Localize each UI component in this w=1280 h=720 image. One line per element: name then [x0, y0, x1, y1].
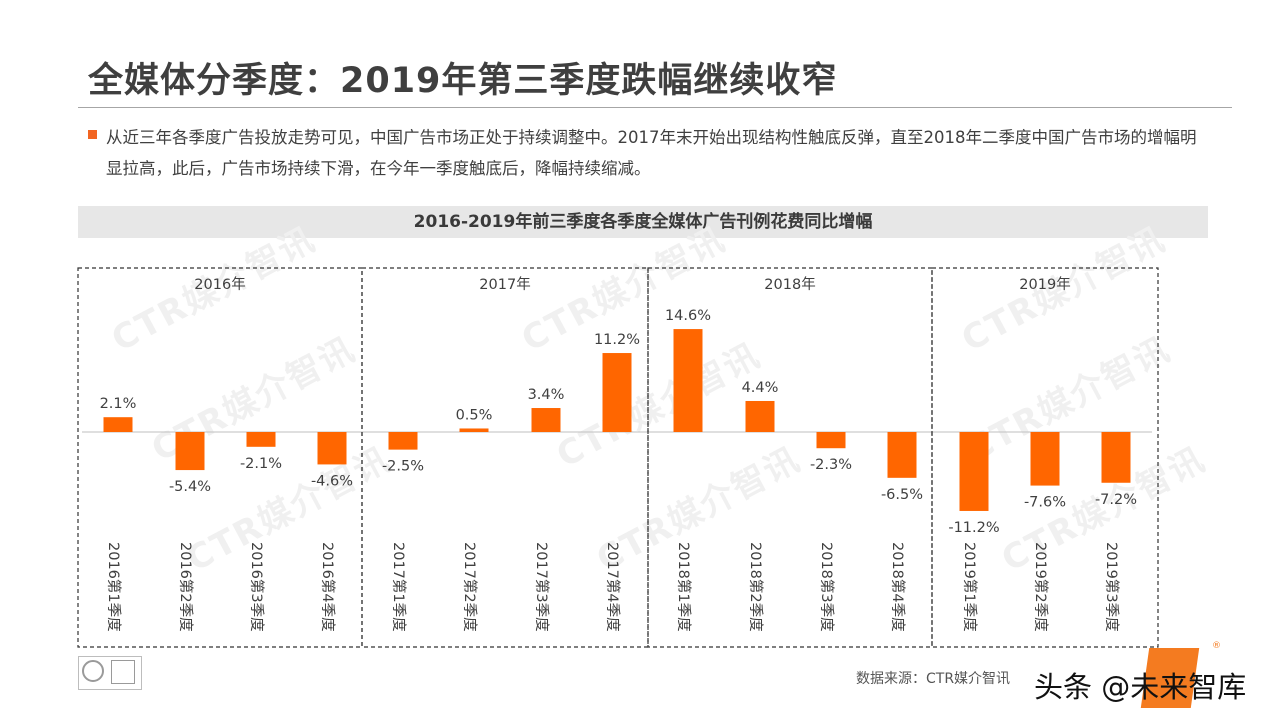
- category-label: 2017第3季度: [533, 542, 551, 632]
- bar: [816, 432, 846, 449]
- bar: [103, 417, 133, 432]
- data-label: 4.4%: [742, 380, 779, 396]
- year-group-box: [77, 267, 363, 648]
- certification-logos: [78, 656, 142, 690]
- bar: [1101, 432, 1131, 483]
- category-label: 2016第2季度: [177, 542, 195, 632]
- bar: [1030, 432, 1060, 486]
- data-label: 2.1%: [100, 396, 137, 412]
- data-source: 数据来源：CTR媒介智讯: [856, 671, 1011, 687]
- chart-title: 2016-2019年前三季度各季度全媒体广告刊例花费同比增幅: [413, 212, 873, 232]
- year-group-box: [647, 267, 933, 648]
- bar: [175, 432, 205, 471]
- data-label: -5.4%: [169, 479, 211, 495]
- bar: [673, 329, 703, 432]
- data-label: -7.2%: [1095, 492, 1137, 508]
- data-label: -6.5%: [881, 487, 923, 503]
- category-label: 2017第4季度: [604, 542, 622, 632]
- data-label: 0.5%: [456, 407, 493, 423]
- certification-badge-icon: [111, 660, 135, 684]
- category-label: 2019第3季度: [1103, 542, 1121, 632]
- category-label: 2018第1季度: [675, 542, 693, 632]
- data-label: -2.3%: [810, 457, 852, 473]
- brand-watermark: 头条 @未来智库: [1034, 670, 1247, 704]
- category-label: 2018第2季度: [747, 542, 765, 632]
- category-label: 2016第1季度: [105, 542, 123, 632]
- year-group-label: 2017年: [479, 276, 530, 293]
- bar: [459, 428, 489, 432]
- data-label: -2.5%: [382, 459, 424, 475]
- category-label: 2017第2季度: [461, 542, 479, 632]
- category-label: 2019第2季度: [1032, 542, 1050, 632]
- bar: [745, 400, 775, 432]
- data-label: -4.6%: [311, 473, 353, 489]
- data-label: 14.6%: [665, 308, 711, 324]
- category-label: 2018第4季度: [889, 542, 907, 632]
- data-label: 11.2%: [594, 332, 640, 348]
- data-label: -11.2%: [948, 520, 999, 536]
- year-group-box: [361, 267, 649, 648]
- bullet-icon: [88, 130, 97, 139]
- chart-title-band: 2016-2019年前三季度各季度全媒体广告刊例花费同比增幅: [78, 206, 1208, 238]
- bar: [388, 432, 418, 450]
- year-group-label: 2018年: [764, 276, 815, 293]
- category-label: 2018第3季度: [818, 542, 836, 632]
- category-label: 2016第4季度: [319, 542, 337, 632]
- bar: [531, 408, 561, 432]
- certification-seal-icon: [82, 660, 104, 682]
- bar: [246, 432, 276, 447]
- bar: [959, 432, 989, 511]
- data-label: 3.4%: [528, 387, 565, 403]
- intro-text: 从近三年各季度广告投放走势可见，中国广告市场正处于持续调整中。2017年末开始出…: [106, 128, 1197, 178]
- bar: [317, 432, 347, 465]
- year-group-label: 2019年: [1019, 276, 1070, 293]
- data-label: -2.1%: [240, 456, 282, 472]
- category-label: 2019第1季度: [961, 542, 979, 632]
- title-divider: [78, 107, 1232, 108]
- bar: [602, 353, 632, 432]
- registered-mark-icon: ®: [1212, 641, 1221, 651]
- category-label: 2016第3季度: [248, 542, 266, 632]
- bar: [887, 432, 917, 478]
- data-label: -7.6%: [1024, 495, 1066, 511]
- year-group-label: 2016年: [194, 276, 245, 293]
- year-group-box: [931, 267, 1159, 648]
- category-label: 2017第1季度: [390, 542, 408, 632]
- page-title: 全媒体分季度：2019年第三季度跌幅继续收窄: [88, 61, 838, 101]
